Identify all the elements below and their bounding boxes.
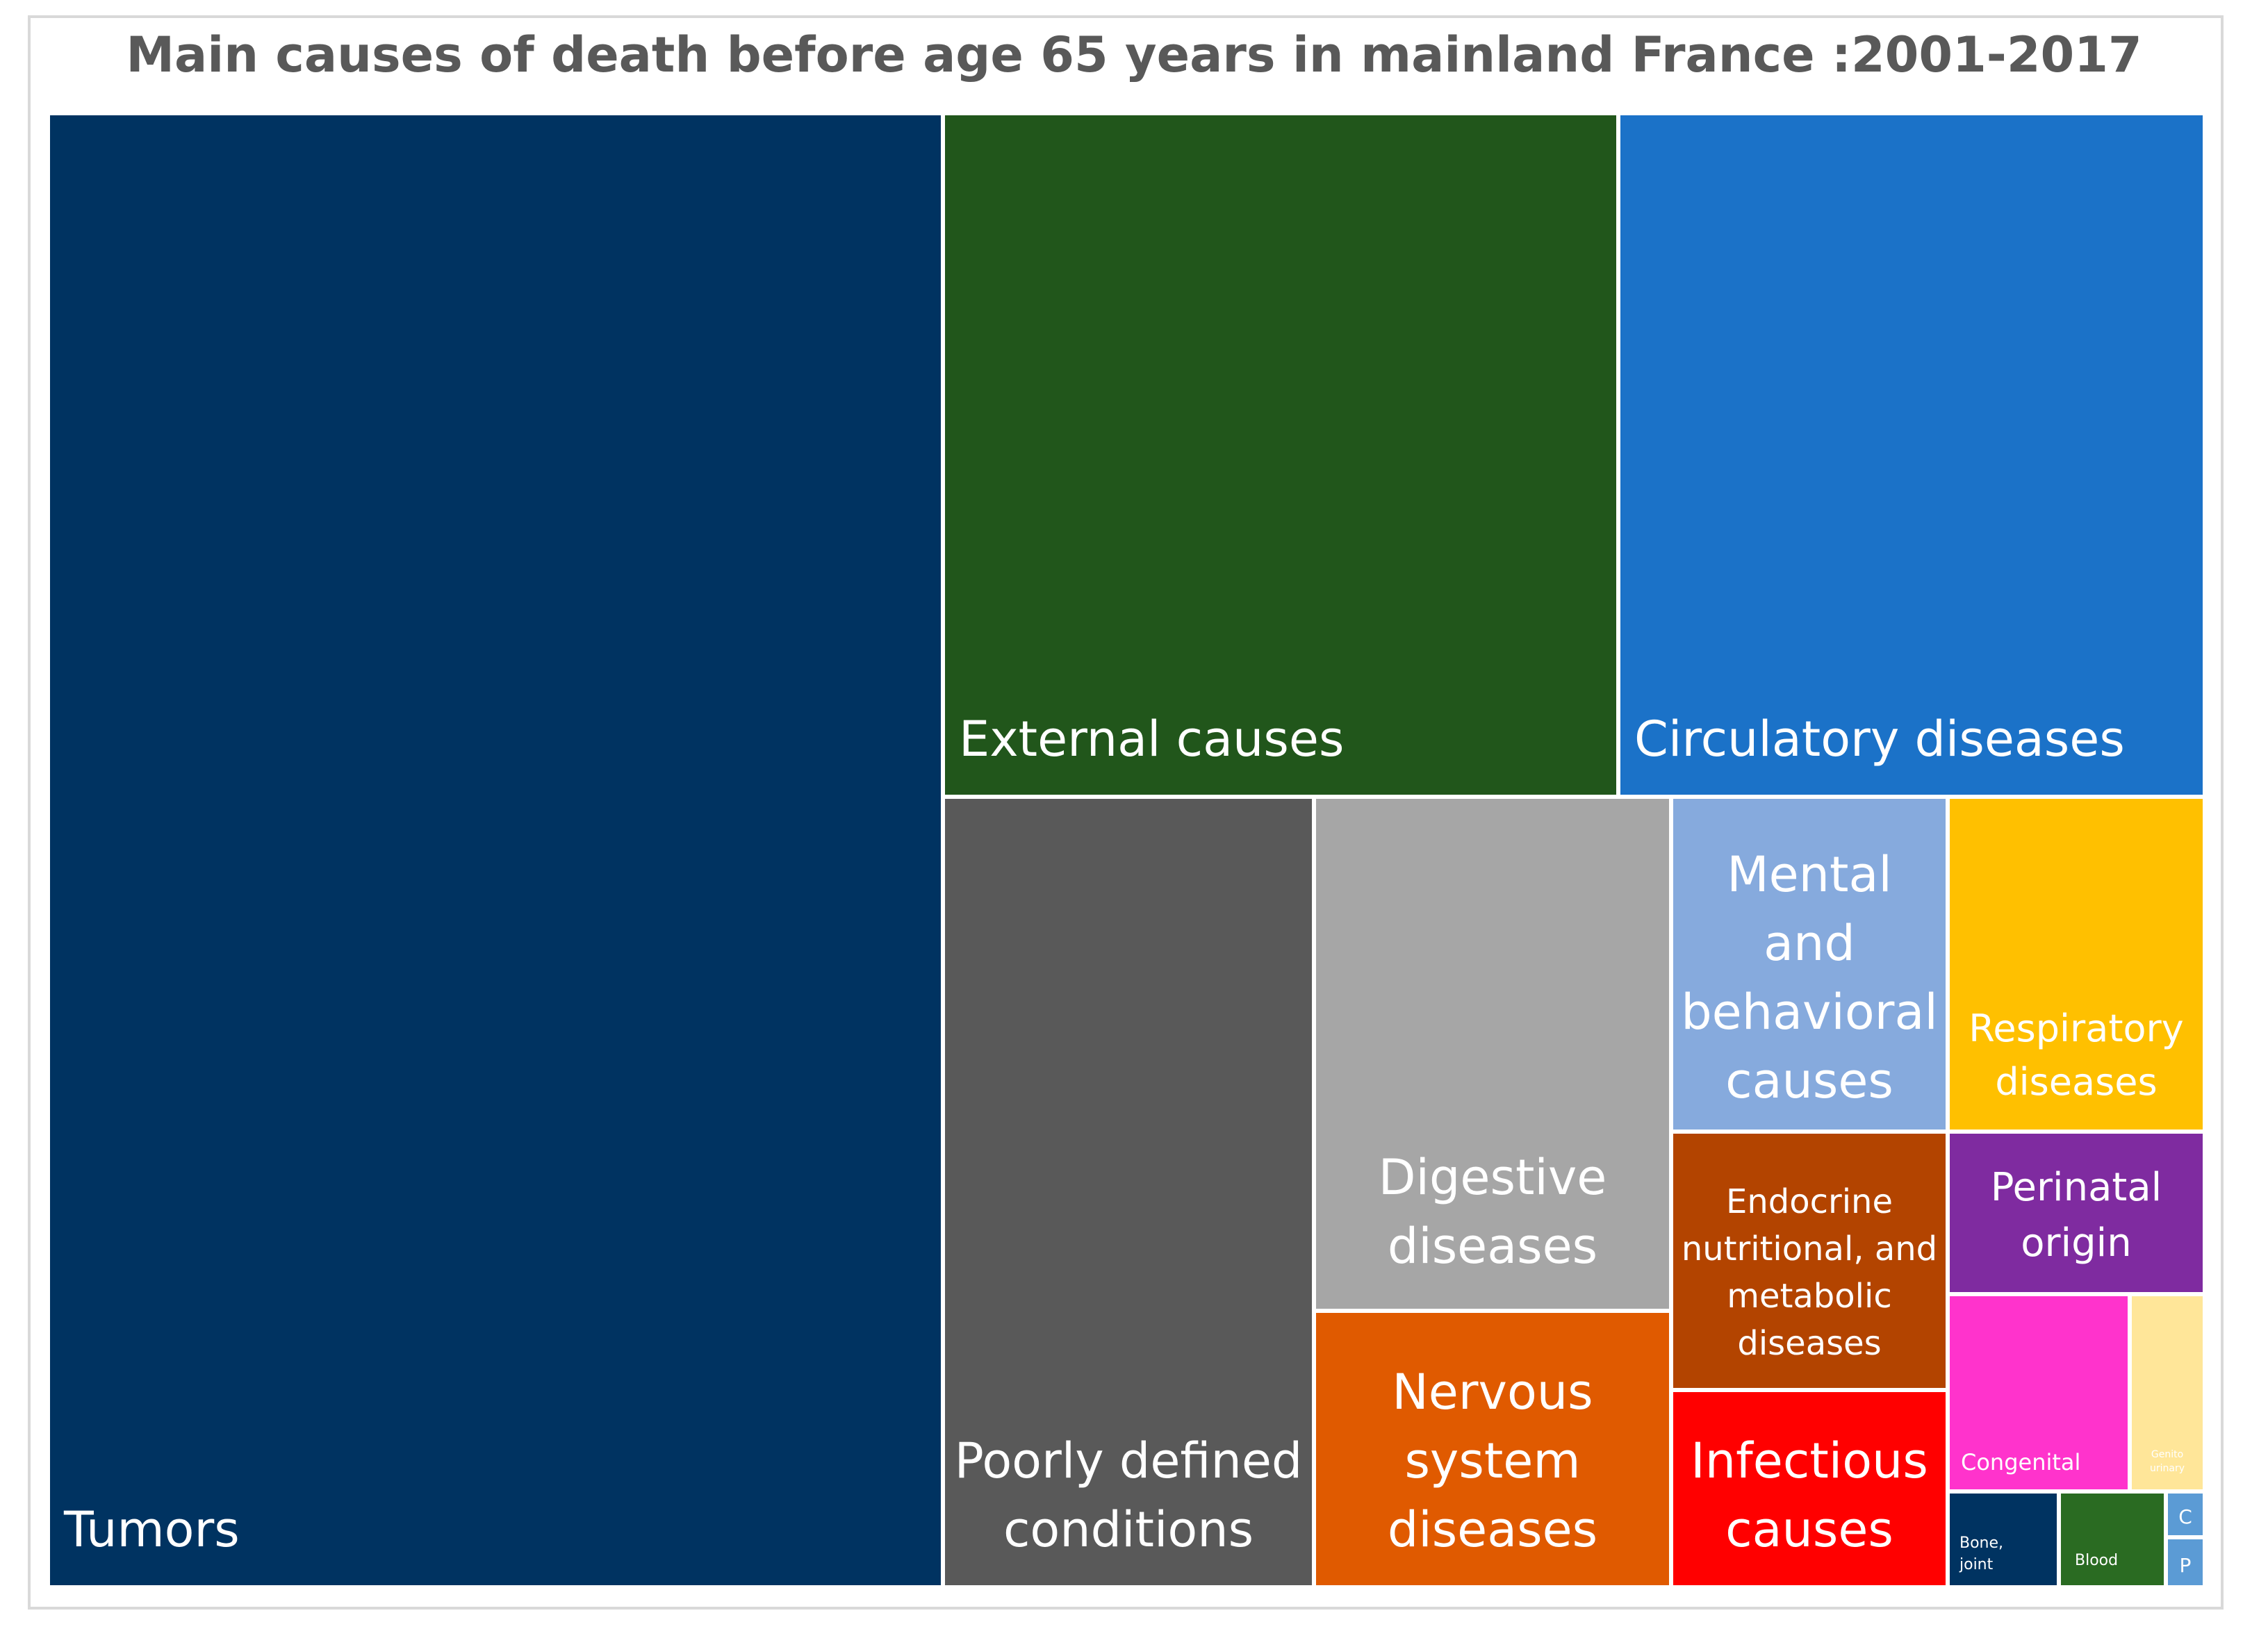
treemap-tile-p: P: [2164, 1535, 2207, 1589]
treemap-label-circulatory-diseases: Circulatory diseases: [1634, 711, 2125, 768]
treemap-label-mental-and-behavioral-causes: Mental and behavioral causes: [1681, 846, 1938, 1109]
chart-title: Main causes of death before age 65 years…: [126, 26, 2142, 83]
treemap-tile-circulatory-diseases: Circulatory diseases: [1616, 111, 2207, 799]
treemap-tile-nervous-system-diseases: Nervous system diseases: [1312, 1309, 1673, 1589]
treemap-tile-perinatal-origin: Perinatal origin: [1946, 1130, 2207, 1296]
treemap-label-p: P: [2179, 1554, 2192, 1577]
treemap-label-bone-joint: Bone, joint: [1959, 1534, 2004, 1573]
treemap-tile-digestive-diseases: Digestive diseases: [1312, 795, 1673, 1313]
treemap-tile-genito-urinary: Genito urinary: [2128, 1292, 2207, 1494]
treemap-tile-respiratory-diseases: Respiratory diseases: [1946, 795, 2207, 1134]
treemap-tile-mental-and-behavioral-causes: Mental and behavioral causes: [1669, 795, 1950, 1134]
treemap-label-blood: Blood: [2075, 1552, 2119, 1569]
treemap-tile-c: C: [2164, 1489, 2207, 1539]
treemap-label-genito-urinary: Genito urinary: [2149, 1449, 2185, 1474]
treemap-label-c: C: [2178, 1505, 2192, 1528]
treemap-label-external-causes: External causes: [959, 711, 1345, 768]
treemap-tile-bone-joint: Bone, joint: [1946, 1489, 2061, 1589]
treemap-tile-endocrine-nutritional-and-metabolic-diseases: Endocrine nutritional, and metabolic dis…: [1669, 1130, 1950, 1392]
treemap-label-perinatal-origin: Perinatal origin: [1990, 1165, 2162, 1266]
treemap-label-infectious-causes: Infectious causes: [1691, 1432, 1928, 1558]
treemap-label-nervous-system-diseases: Nervous system diseases: [1387, 1364, 1598, 1558]
treemap-label-endocrine-nutritional-and-metabolic-diseases: Endocrine nutritional, and metabolic dis…: [1681, 1182, 1938, 1363]
treemap-label-digestive-diseases: Digestive diseases: [1378, 1149, 1607, 1275]
treemap-tile-external-causes: External causes: [941, 111, 1620, 799]
treemap-tile-blood: Blood: [2057, 1489, 2168, 1589]
treemap-tile-infectious-causes: Infectious causes: [1669, 1388, 1950, 1589]
treemap-label-tumors: Tumors: [64, 1501, 240, 1558]
treemap-tile-tumors: Tumors: [46, 111, 945, 1589]
treemap-tile-congenital: Congenital: [1946, 1292, 2132, 1494]
treemap-tile-poorly-defined-conditions: Poorly defined conditions: [941, 795, 1316, 1589]
treemap-label-poorly-defined-conditions: Poorly defined conditions: [954, 1432, 1303, 1558]
treemap-label-congenital: Congenital: [1961, 1449, 2081, 1475]
treemap-label-respiratory-diseases: Respiratory diseases: [1969, 1007, 2184, 1104]
